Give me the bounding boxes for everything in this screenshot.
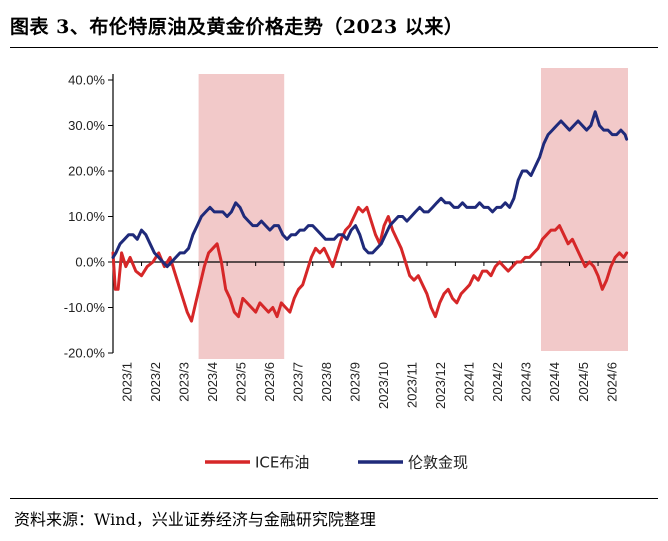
x-tick-label: 2024/6 [604,362,619,402]
legend-label-1: ICE布油 [255,454,309,472]
x-tick-label: 2023/7 [290,362,305,402]
series-lines [111,110,629,323]
x-tick-label: 2023/2 [148,362,163,402]
y-tick-label: 10.0% [68,209,105,224]
title-rule [10,47,658,48]
series-line-2 [111,110,629,269]
legend: ICE布油 伦敦金现 [205,454,468,472]
x-tick-label: 2023/9 [348,362,363,402]
x-tick-label: 2023/5 [233,362,248,402]
series-line-1 [111,205,629,323]
x-tick-label: 2024/1 [462,362,477,402]
x-tick-label: 2024/4 [547,362,562,402]
y-tick-label: -20.0% [64,346,106,361]
y-axis-ticks: 40.0% 30.0% 20.0% 10.0% 0.0% -10.0% -20.0% [64,73,113,361]
y-tick-label: -10.0% [64,300,106,315]
x-tick-label: 2024/5 [576,362,591,402]
y-tick-label: 20.0% [68,164,105,179]
y-tick-label: 30.0% [68,118,105,133]
shaded-periods [198,68,628,359]
chart-title: 图表 3、布伦特原油及黄金价格走势（2023 以来） [10,16,464,38]
shaded-period-1 [198,74,285,359]
source-note: 资料来源：Wind，兴业证券经济与金融研究院整理 [14,510,376,529]
source-rule [10,498,658,499]
line-chart: 40.0% 30.0% 20.0% 10.0% 0.0% -10.0% -20.0% 202… [64,68,629,472]
x-tick-label: 2023/4 [205,362,220,402]
y-tick-label: 40.0% [68,73,105,88]
legend-label-2: 伦敦金现 [408,454,468,472]
x-tick-label: 2023/6 [262,362,277,402]
x-tick-label: 2023/12 [433,362,448,409]
shaded-period-2 [540,68,628,351]
x-tick-label: 2024/2 [490,362,505,402]
x-tick-label: 2024/3 [519,362,534,402]
x-tick-label: 2023/8 [319,362,334,402]
x-tick-label: 2023/10 [376,362,391,409]
y-tick-label: 0.0% [75,255,105,270]
x-tick-label: 2023/11 [405,362,420,408]
x-axis-ticks: 2023/1 2023/2 2023/3 2023/4 2023/5 2023/6 2023… [112,262,619,409]
x-tick-label: 2023/1 [119,362,134,402]
x-tick-label: 2023/3 [176,362,191,402]
